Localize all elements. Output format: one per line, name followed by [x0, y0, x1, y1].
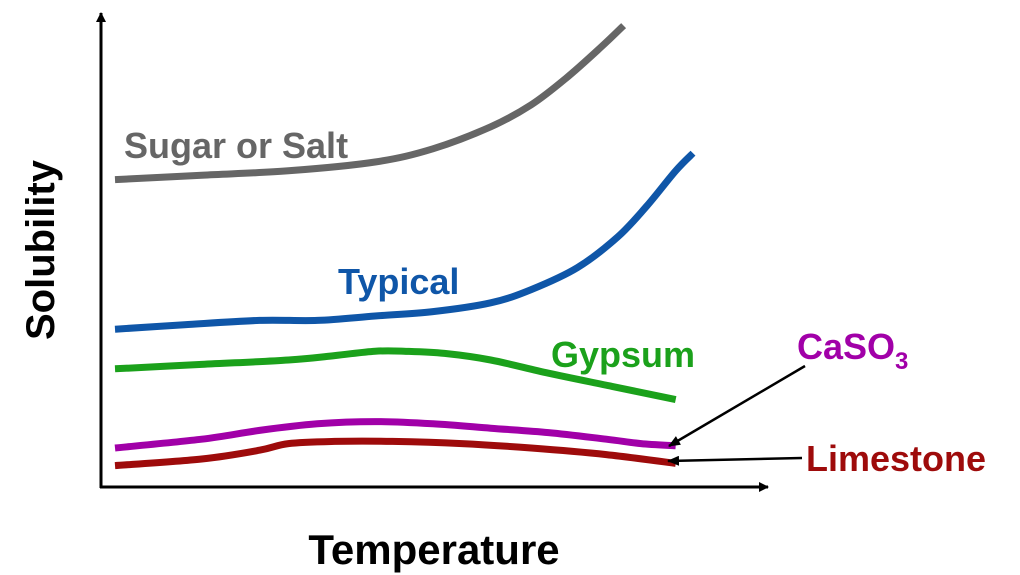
series-label-sugar-or-salt: Sugar or Salt [124, 125, 348, 166]
series-label-typical: Typical [338, 261, 459, 302]
series-label-gypsum: Gypsum [551, 334, 695, 375]
series-line-gypsum [114, 347, 677, 404]
series-label-limestone: Limestone [806, 438, 986, 479]
y-axis-title: Solubility [19, 159, 63, 340]
limestone-callout-arrow [667, 455, 803, 466]
x-axis-title: Temperature [308, 526, 559, 573]
caso3-callout-arrow [668, 364, 806, 448]
series-line-sugar-or-salt [114, 23, 627, 184]
series-line-typical [114, 150, 696, 333]
series-label-caso3: CaSO3 [797, 326, 908, 375]
series-line-caso3 [114, 418, 676, 452]
series-line-limestone [114, 437, 677, 470]
